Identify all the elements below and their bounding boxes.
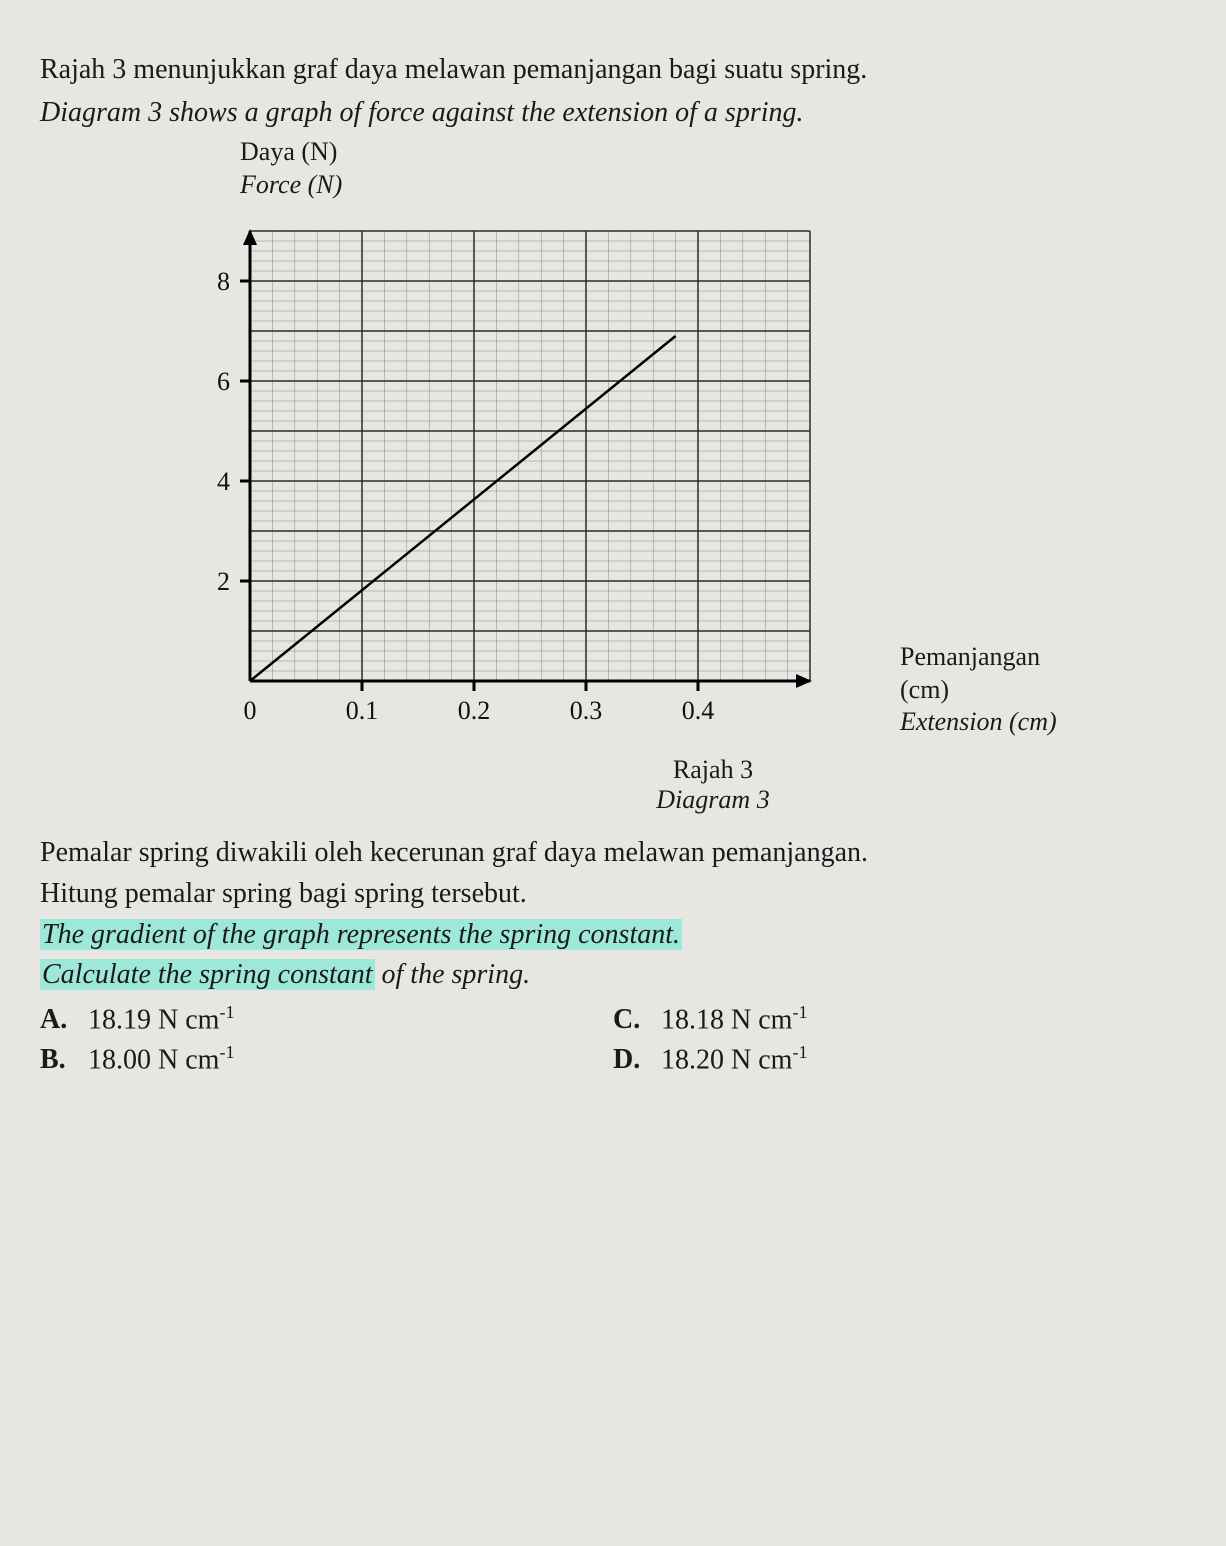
y-axis-label-ms: Daya (N) [240,136,1186,169]
prompt-ms-2: Hitung pemalar spring bagi spring terseb… [40,874,1186,915]
option-d[interactable]: D. 18.20 N cm-1 [613,1042,1186,1076]
x-axis-label-en: Extension (cm) [900,706,1080,739]
svg-text:0.3: 0.3 [570,696,603,725]
svg-text:0.2: 0.2 [458,696,491,725]
prompt-en-1: The gradient of the graph represents the… [40,915,1186,956]
x-axis-label-ms: Pemanjangan (cm) [900,641,1080,706]
svg-text:0.4: 0.4 [682,696,715,725]
option-value: 18.00 N cm-1 [88,1042,235,1076]
y-axis-label-en: Force (N) [240,169,1186,202]
option-letter: D. [613,1044,643,1076]
svg-text:8: 8 [217,267,230,296]
svg-text:0: 0 [244,696,257,725]
option-letter: C. [613,1004,643,1036]
option-letter: B. [40,1044,70,1076]
force-extension-graph: 2 4 6 8 0 0.1 0.2 0.3 0.4 [180,211,880,751]
prompt-en-2: Calculate the spring constant of the spr… [40,955,1186,996]
option-value: 18.18 N cm-1 [661,1002,808,1036]
svg-text:6: 6 [217,367,230,396]
option-value: 18.19 N cm-1 [88,1002,235,1036]
chart-container: 2 4 6 8 0 0.1 0.2 0.3 0.4 Pemanjangan (cm) Exten… [180,211,1080,751]
option-a[interactable]: A. 18.19 N cm-1 [40,1002,613,1036]
prompt-ms-1: Pemalar spring diwakili oleh kecerunan g… [40,833,1186,874]
question-line-en: Diagram 3 shows a graph of force against… [40,93,1186,132]
option-c[interactable]: C. 18.18 N cm-1 [613,1002,1186,1036]
option-b[interactable]: B. 18.00 N cm-1 [40,1042,613,1076]
answer-options: A. 18.19 N cm-1 C. 18.18 N cm-1 B. 18.00… [40,1002,1186,1077]
caption-en: Diagram 3 [240,785,1186,815]
svg-text:0.1: 0.1 [346,696,379,725]
svg-text:4: 4 [217,467,230,496]
option-letter: A. [40,1004,70,1036]
question-line-ms: Rajah 3 menunjukkan graf daya melawan pe… [40,50,1186,89]
option-value: 18.20 N cm-1 [661,1042,808,1076]
caption-ms: Rajah 3 [240,755,1186,785]
svg-text:2: 2 [217,567,230,596]
